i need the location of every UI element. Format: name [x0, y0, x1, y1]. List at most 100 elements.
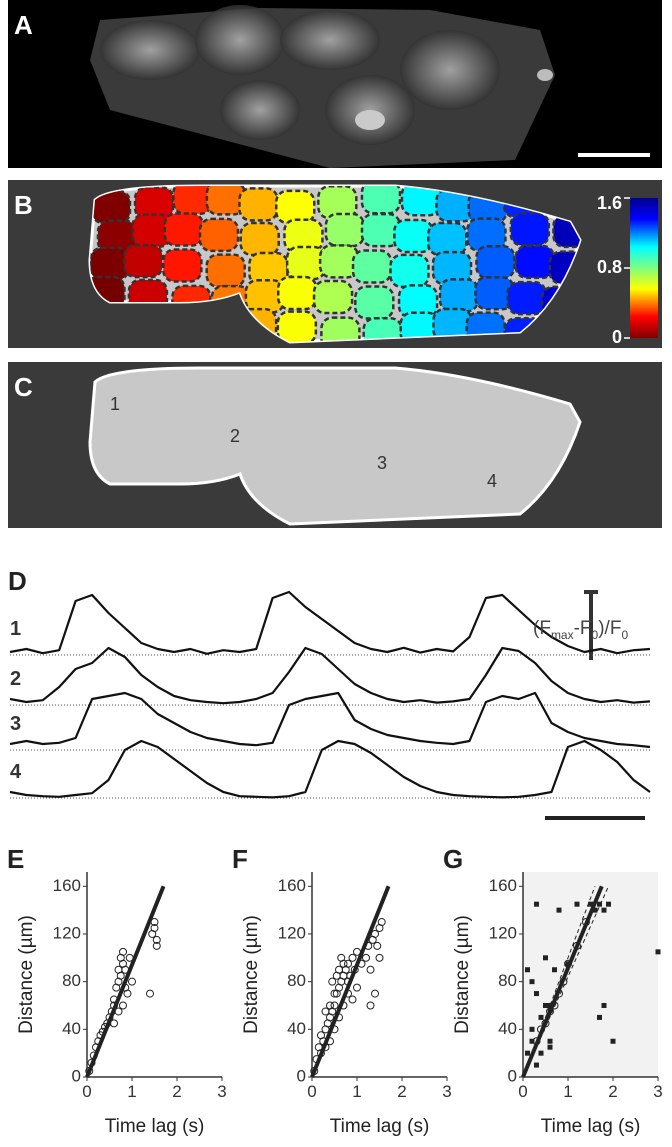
- scale-label-sub: max: [551, 628, 574, 642]
- cell: [318, 244, 360, 279]
- point: [534, 1062, 539, 1068]
- x-tick-label: 1: [127, 1082, 136, 1101]
- cell-label: 2: [230, 426, 240, 446]
- point: [538, 1050, 544, 1056]
- point: [330, 1001, 339, 1010]
- colorbar-tick-label: 0.8: [597, 257, 622, 277]
- point: [525, 967, 530, 973]
- y-tick-label: 0: [508, 1066, 517, 1085]
- point: [362, 953, 370, 962]
- point: [116, 971, 125, 980]
- colorbar-tick-label: 1.6: [597, 193, 622, 213]
- point: [610, 1038, 616, 1044]
- cell: [239, 221, 280, 257]
- cell: [276, 310, 318, 342]
- y-tick-label: 40: [498, 1019, 517, 1038]
- colorbar-tick-label: 0: [612, 327, 622, 347]
- x-tick-label: 3: [217, 1082, 226, 1101]
- y-tick-label: 40: [62, 1019, 81, 1038]
- colorbar: [630, 198, 658, 338]
- scale-label: (Fmax-F0)/F0: [533, 618, 628, 642]
- cell: [90, 246, 130, 282]
- point: [332, 971, 341, 980]
- x-axis-label: Time lag (s): [541, 1116, 641, 1137]
- point: [150, 924, 159, 933]
- point: [525, 1050, 530, 1056]
- cell: [474, 275, 515, 311]
- point: [123, 989, 132, 998]
- point: [348, 953, 357, 962]
- point: [119, 947, 127, 956]
- scale-label-part: -F: [574, 618, 592, 639]
- point: [529, 1038, 535, 1044]
- cell: [163, 212, 205, 247]
- cell: [509, 212, 551, 247]
- point: [330, 989, 339, 998]
- point: [344, 959, 352, 968]
- point: [328, 977, 337, 986]
- panel-label: A: [14, 10, 33, 40]
- point: [538, 1014, 544, 1020]
- point: [597, 901, 602, 907]
- y-tick-label: 160: [489, 876, 517, 895]
- amplitude-scale-bar: [584, 590, 598, 660]
- trace-label: 4: [10, 761, 22, 783]
- x-tick-label: 0: [518, 1082, 527, 1101]
- cell: [276, 275, 318, 311]
- trace: [9, 590, 651, 655]
- x-tick-label: 2: [608, 1082, 617, 1101]
- point: [552, 967, 557, 973]
- cell: [427, 221, 468, 257]
- point: [529, 1026, 535, 1032]
- panel-label: E: [7, 844, 24, 874]
- trace: [9, 691, 651, 749]
- scale-label-part: )/F: [598, 618, 621, 639]
- cell: [198, 217, 240, 253]
- y-tick-label: 160: [278, 876, 306, 895]
- cell: [238, 187, 279, 222]
- x-tick-label: 2: [172, 1082, 181, 1101]
- point: [371, 989, 379, 998]
- point: [373, 941, 382, 950]
- panel-label: C: [14, 372, 33, 402]
- panel-label: G: [443, 844, 463, 874]
- x-tick-label: 0: [307, 1082, 316, 1101]
- cell-label: 4: [487, 471, 497, 491]
- cell-label: 1: [110, 394, 120, 414]
- point: [348, 995, 357, 1004]
- point: [543, 1002, 548, 1008]
- cell: [389, 253, 430, 289]
- cell: [362, 317, 403, 342]
- cell: [274, 189, 316, 225]
- x-axis-label: Time lag (s): [330, 1116, 430, 1137]
- fit-line: [521, 885, 604, 1078]
- point: [534, 901, 539, 907]
- cell: [205, 186, 247, 216]
- trace-label: 3: [10, 713, 21, 735]
- x-tick-label: 0: [82, 1082, 91, 1101]
- point: [606, 901, 611, 907]
- y-tick-label: 0: [72, 1066, 81, 1085]
- y-axis-label: Distance (µm): [241, 915, 262, 1034]
- point: [326, 1001, 334, 1010]
- trace: [9, 739, 651, 799]
- cell-glow: [100, 5, 553, 145]
- point: [592, 907, 598, 913]
- point: [601, 1002, 607, 1008]
- point: [146, 989, 154, 998]
- y-tick-label: 120: [489, 923, 517, 942]
- point: [543, 955, 548, 961]
- panel-label: D: [8, 566, 27, 596]
- fit-line: [85, 885, 166, 1078]
- islet-outline: [88, 366, 582, 526]
- y-tick-label: 80: [287, 971, 306, 990]
- scale-label-sub: 0: [621, 628, 628, 642]
- point: [377, 918, 386, 927]
- x-tick-label: 3: [653, 1082, 662, 1101]
- x-tick-label: 1: [352, 1082, 361, 1101]
- fit-line: [522, 886, 596, 1078]
- point: [371, 929, 379, 938]
- point: [375, 953, 384, 962]
- point: [601, 907, 607, 913]
